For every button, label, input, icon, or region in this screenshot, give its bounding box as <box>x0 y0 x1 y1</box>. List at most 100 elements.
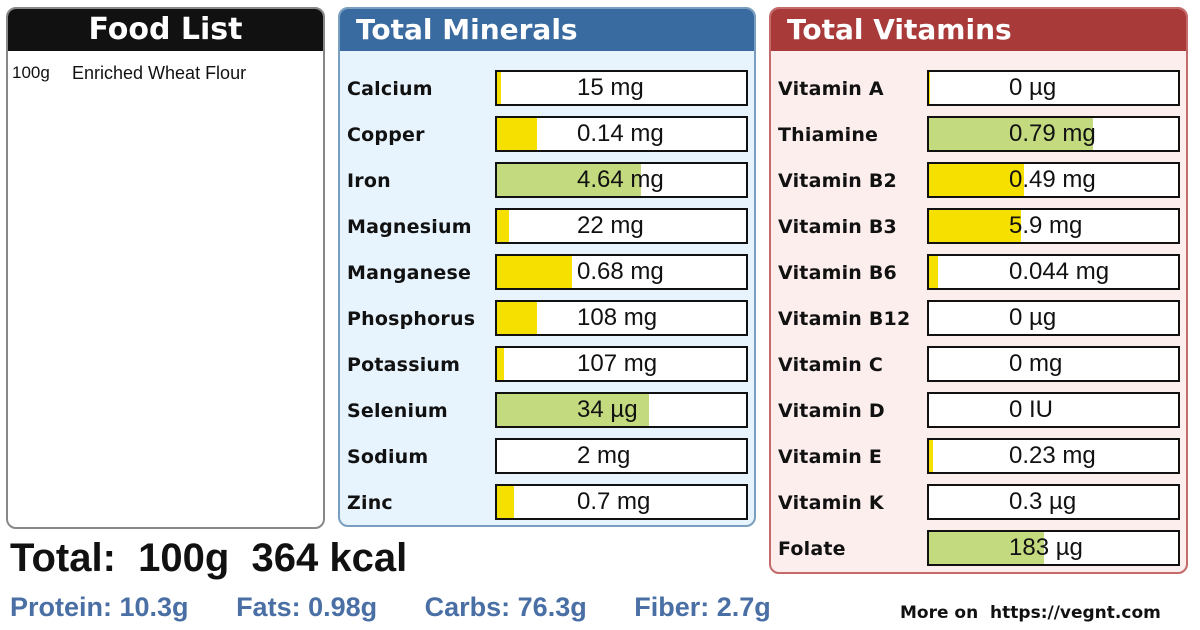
nutrient-label: Calcium <box>347 78 433 100</box>
nutrient-bar-fill <box>497 348 505 380</box>
minerals-row: Potassium 107 mg <box>340 346 754 392</box>
carbs-total: Carbs: 76.3g <box>424 592 587 622</box>
nutrient-label: Vitamin D <box>778 400 885 422</box>
nutrient-bar: 0 µg <box>927 300 1180 336</box>
vitamins-row: Vitamin A 0 µg <box>771 70 1186 116</box>
fiber-total: Fiber: 2.7g <box>634 592 771 622</box>
nutrient-label: Phosphorus <box>347 308 476 330</box>
more-on-link[interactable]: More on https://vegnt.com <box>900 603 1161 623</box>
vitamins-row: Folate 183 µg <box>771 530 1186 572</box>
vitamins-row: Vitamin E 0.23 mg <box>771 438 1186 484</box>
minerals-row: Zinc 0.7 mg <box>340 484 754 525</box>
nutrient-bar-fill <box>929 256 938 288</box>
minerals-row: Copper 0.14 mg <box>340 116 754 162</box>
nutrient-label: Potassium <box>347 354 461 376</box>
nutrient-bar: 0.14 mg <box>495 116 748 152</box>
nutrient-value: 183 µg <box>1009 534 1083 561</box>
nutrient-bar-fill <box>497 486 515 518</box>
nutrient-value: 2 mg <box>577 442 631 469</box>
vitamins-row: Vitamin C 0 mg <box>771 346 1186 392</box>
nutrient-label: Manganese <box>347 262 472 284</box>
minerals-row: Calcium 15 mg <box>340 70 754 116</box>
nutrient-label: Vitamin B2 <box>778 170 897 192</box>
minerals-row: Magnesium 22 mg <box>340 208 754 254</box>
nutrient-label: Vitamin K <box>778 492 884 514</box>
fats-total: Fats: 0.98g <box>236 592 378 622</box>
nutrient-bar-fill <box>497 210 510 242</box>
total-summary: Total: 100g 364 kcal <box>10 536 408 580</box>
food-item-name: Enriched Wheat Flour <box>72 63 247 83</box>
nutrient-bar: 0.68 mg <box>495 254 748 290</box>
nutrient-bar-fill <box>929 72 931 104</box>
nutrient-value: 5.9 mg <box>1009 212 1083 239</box>
nutrient-label: Vitamin B12 <box>778 308 911 330</box>
nutrient-bar: 2 mg <box>495 438 748 474</box>
minerals-row: Selenium 34 µg <box>340 392 754 438</box>
food-list-items: 100g Enriched Wheat Flour <box>8 51 323 84</box>
nutrient-label: Vitamin E <box>778 446 883 468</box>
nutrient-value: 0 µg <box>1009 74 1057 101</box>
nutrient-label: Zinc <box>347 492 393 514</box>
nutrient-value: 0.3 µg <box>1009 488 1077 515</box>
macros-summary: Protein: 10.3g Fats: 0.98g Carbs: 76.3g … <box>10 592 811 623</box>
minerals-row: Iron 4.64 mg <box>340 162 754 208</box>
nutrient-bar: 0 mg <box>927 346 1180 382</box>
nutrient-bar: 0.49 mg <box>927 162 1180 198</box>
nutrient-value: 34 µg <box>577 396 638 423</box>
minerals-row: Manganese 0.68 mg <box>340 254 754 300</box>
nutrient-value: 4.64 mg <box>577 166 664 193</box>
nutrient-bar-fill <box>497 72 501 104</box>
vitamins-row: Thiamine 0.79 mg <box>771 116 1186 162</box>
nutrient-bar-fill <box>497 394 649 426</box>
nutrient-value: 108 mg <box>577 304 658 331</box>
nutrient-label: Sodium <box>347 446 429 468</box>
nutrient-value: 107 mg <box>577 350 658 377</box>
nutrient-value: 22 mg <box>577 212 644 239</box>
nutrient-bar-fill <box>497 256 572 288</box>
nutrient-value: 0.23 mg <box>1009 442 1096 469</box>
food-list-panel: Food List 100g Enriched Wheat Flour <box>6 7 325 529</box>
nutrient-bar: 0.7 mg <box>495 484 748 520</box>
nutrient-value: 0.49 mg <box>1009 166 1096 193</box>
nutrient-label: Thiamine <box>778 124 879 146</box>
minerals-title: Total Minerals <box>340 9 754 51</box>
nutrient-bar-fill <box>497 302 537 334</box>
minerals-row: Phosphorus 108 mg <box>340 300 754 346</box>
nutrient-value: 0.14 mg <box>577 120 664 147</box>
nutrient-label: Vitamin B3 <box>778 216 897 238</box>
nutrient-value: 15 mg <box>577 74 644 101</box>
nutrient-bar: 34 µg <box>495 392 748 428</box>
nutrient-bar: 0.23 mg <box>927 438 1180 474</box>
nutrient-label: Vitamin C <box>778 354 883 376</box>
vitamins-title: Total Vitamins <box>771 9 1186 51</box>
nutrient-label: Vitamin B6 <box>778 262 897 284</box>
nutrient-value: 0.68 mg <box>577 258 664 285</box>
nutrient-bar: 183 µg <box>927 530 1180 566</box>
nutrient-value: 0.044 mg <box>1009 258 1110 285</box>
nutrient-label: Magnesium <box>347 216 472 238</box>
nutrient-value: 0.79 mg <box>1009 120 1096 147</box>
nutrient-bar-fill <box>929 118 1094 150</box>
minerals-row: Sodium 2 mg <box>340 438 754 484</box>
vitamins-row: Vitamin B2 0.49 mg <box>771 162 1186 208</box>
nutrient-bar: 0 µg <box>927 70 1180 106</box>
nutrient-bar-fill <box>929 532 1044 564</box>
nutrient-bar: 107 mg <box>495 346 748 382</box>
nutrient-value: 0 IU <box>1009 396 1054 423</box>
nutrient-bar-fill <box>497 118 537 150</box>
nutrient-bar: 4.64 mg <box>495 162 748 198</box>
nutrient-bar-fill <box>497 164 642 196</box>
nutrient-value: 0 mg <box>1009 350 1063 377</box>
nutrient-bar: 0.044 mg <box>927 254 1180 290</box>
vitamins-row: Vitamin B3 5.9 mg <box>771 208 1186 254</box>
nutrient-bar: 0 IU <box>927 392 1180 428</box>
nutrient-bar-fill <box>929 440 933 472</box>
minerals-rows: Calcium 15 mg Copper 0.14 mg Iron 4.64 mg Magn… <box>340 70 754 525</box>
nutrient-bar-fill <box>929 210 1022 242</box>
nutrient-label: Copper <box>347 124 425 146</box>
nutrient-label: Folate <box>778 538 846 560</box>
nutrient-bar: 0.3 µg <box>927 484 1180 520</box>
vitamins-row: Vitamin D 0 IU <box>771 392 1186 438</box>
protein-total: Protein: 10.3g <box>10 592 189 622</box>
minerals-panel: Total Minerals Calcium 15 mg Copper 0.14 mg… <box>338 7 756 527</box>
